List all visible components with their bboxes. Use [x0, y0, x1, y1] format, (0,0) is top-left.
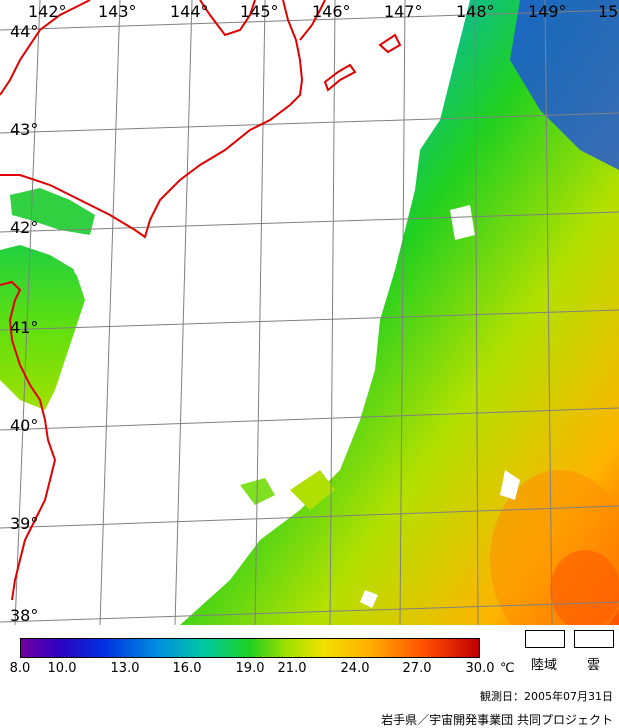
lat-label-39: 39°	[10, 514, 39, 533]
lon-label-150: 15	[598, 2, 619, 21]
sst-region-west-north	[10, 188, 95, 235]
lon-label-145: 145°	[240, 2, 279, 21]
cloud-legend-label: 雲	[587, 658, 601, 673]
colorbar-tick: 27.0	[402, 661, 432, 676]
colorbar-tick: 8.0	[9, 661, 31, 676]
observation-date: 観測日：2005年07月31日	[480, 690, 613, 703]
temperature-colorbar	[20, 638, 480, 658]
lon-label-149: 149°	[528, 2, 567, 21]
lon-label-142: 142°	[28, 2, 67, 21]
coastline	[0, 0, 402, 601]
lat-label-38: 38°	[10, 606, 39, 625]
land-legend-swatch	[525, 630, 565, 648]
lon-label-146: 146°	[312, 2, 351, 21]
colorbar-tick: 19.0	[235, 661, 265, 676]
lat-label-40: 40°	[10, 416, 39, 435]
lon-label-148: 148°	[456, 2, 495, 21]
colorbar-tick: 24.0	[340, 661, 370, 676]
lat-label-41: 41°	[10, 318, 39, 337]
colorbar-tick: 10.0	[47, 661, 77, 676]
sst-cloud-hole	[74, 264, 86, 276]
sst-cold-region	[510, 0, 619, 170]
colorbar-tick: 16.0	[172, 661, 202, 676]
land-legend-label: 陸域	[531, 658, 558, 673]
lon-label-143: 143°	[98, 2, 137, 21]
credit-line: 岩手県／宇宙開発事業団 共同プロジェクト	[381, 713, 613, 727]
sst-warm-core	[550, 550, 619, 625]
colorbar-unit: ℃	[500, 661, 515, 676]
graticule	[0, 0, 619, 625]
lat-label-44: 44°	[10, 22, 39, 41]
sst-map	[0, 0, 619, 625]
lon-label-147: 147°	[384, 2, 423, 21]
colorbar-tick: 30.0	[465, 661, 495, 676]
cloud-legend-swatch	[574, 630, 614, 648]
lat-label-43: 43°	[10, 120, 39, 139]
sst-region-mid2	[290, 470, 335, 510]
sst-region-east	[180, 0, 619, 625]
colorbar-tick: 21.0	[277, 661, 307, 676]
colorbar-tick: 13.0	[110, 661, 140, 676]
lat-label-42: 42°	[10, 218, 39, 237]
lon-label-144: 144°	[170, 2, 209, 21]
